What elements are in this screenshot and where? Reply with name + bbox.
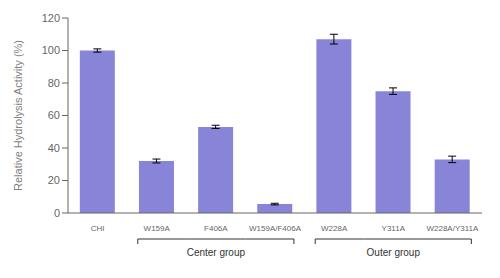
svg-text:60: 60 <box>48 109 60 121</box>
svg-text:40: 40 <box>48 142 60 154</box>
svg-text:80: 80 <box>48 77 60 89</box>
svg-text:0: 0 <box>54 207 60 219</box>
svg-text:20: 20 <box>48 174 60 186</box>
svg-text:Y311A: Y311A <box>382 224 406 233</box>
svg-text:CHI: CHI <box>91 224 105 233</box>
svg-text:W159A/F406A: W159A/F406A <box>249 224 302 233</box>
svg-text:Relative Hydrolysis Activity (: Relative Hydrolysis Activity (%) <box>12 40 24 191</box>
svg-text:W159A: W159A <box>144 224 171 233</box>
svg-text:120: 120 <box>42 12 60 24</box>
svg-text:Center group: Center group <box>187 247 246 258</box>
svg-text:W228A: W228A <box>321 224 348 233</box>
svg-text:F406A: F406A <box>204 224 228 233</box>
svg-text:W228A/Y311A: W228A/Y311A <box>426 224 479 233</box>
svg-text:100: 100 <box>42 44 60 56</box>
svg-text:Outer group: Outer group <box>367 247 421 258</box>
